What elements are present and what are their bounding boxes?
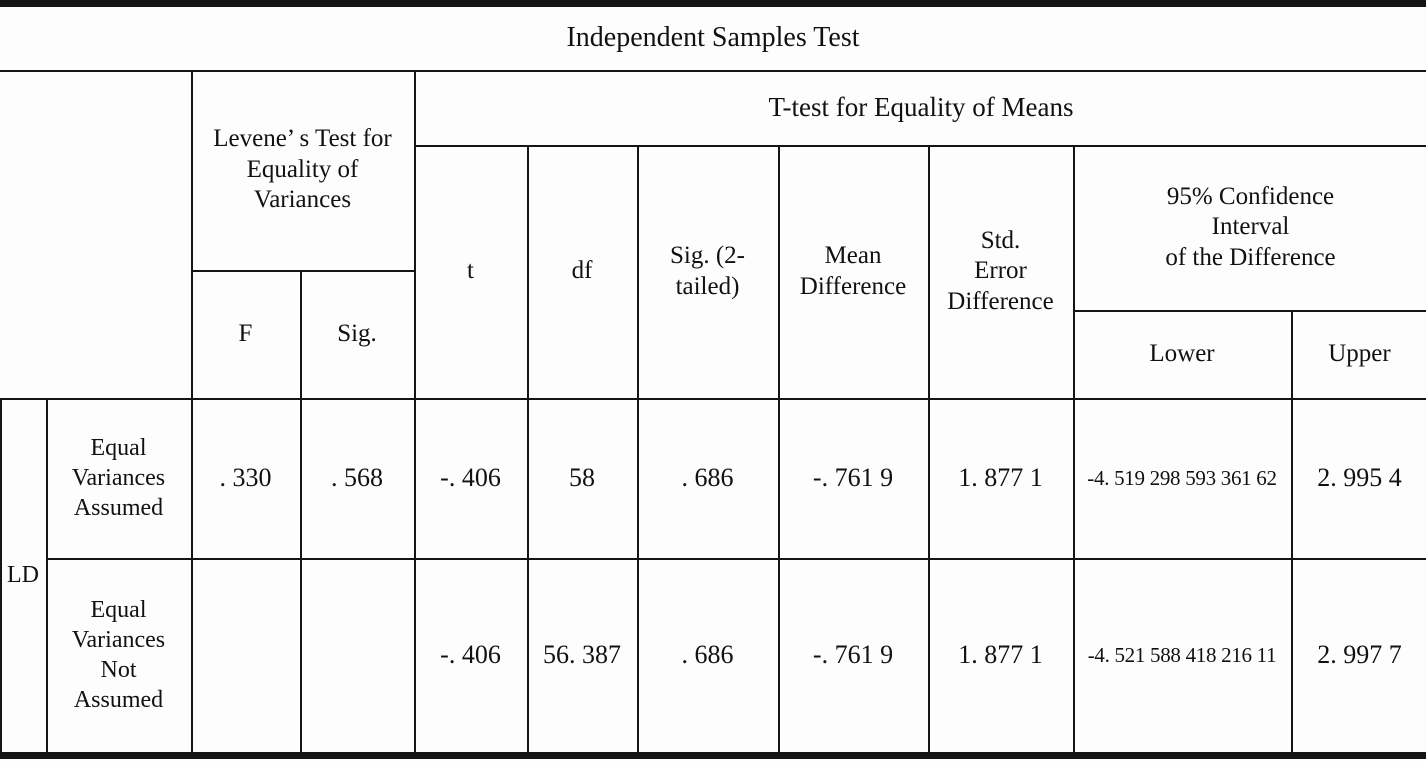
row2-f [193, 560, 298, 750]
rule-row-divider [46, 558, 1426, 560]
row1-upper: 2. 995 4 [1317, 463, 1402, 493]
row1-mean-difference: -. 761 9 [812, 463, 894, 493]
row2-std-error-difference: 1. 877 1 [958, 640, 1043, 670]
row2-mean-difference: -. 761 9 [812, 640, 894, 670]
row1-f: . 330 [219, 463, 272, 493]
header-df: df [571, 257, 593, 285]
rule-sig2-mean-divider [778, 145, 780, 752]
header-upper: Upper [1328, 339, 1391, 367]
row2-label: Equal Variances Not Assumed [71, 597, 166, 713]
row1-sig: . 568 [331, 463, 383, 493]
row2-upper: 2. 997 7 [1317, 640, 1402, 670]
header-ttest-means: T-test for Equality of Means [768, 92, 1074, 123]
rule-lower-upper-divider [1291, 310, 1293, 752]
rule-f-sig-divider [300, 270, 302, 752]
rule-top-thick [0, 0, 1426, 7]
rule-below-levene [191, 270, 414, 272]
rule-stderr-ci-divider [1073, 145, 1075, 752]
row1-t: -. 406 [440, 463, 501, 493]
rule-mean-stderr-divider [928, 145, 930, 752]
header-levene-test: Levene’ s Test for Equality of Variances [213, 125, 392, 214]
rule-t-df-divider [527, 145, 529, 752]
row2-sig-2tailed: . 686 [681, 640, 734, 670]
header-std-error-difference: Std. Error Difference [947, 226, 1054, 315]
header-t: t [467, 257, 474, 285]
row1-label: Equal Variances Assumed [71, 435, 166, 521]
rule-bottom-thick [0, 752, 1426, 759]
row2-lower: -4. 521 588 418 216 11 [1087, 642, 1277, 667]
row-group-label: LD [7, 562, 39, 588]
rule-df-sig2-divider [637, 145, 639, 752]
rule-below-ci95 [1073, 310, 1426, 312]
header-ci95: 95% Confidence Interval of the Differenc… [1165, 182, 1336, 271]
rule-stub-right [191, 70, 193, 752]
row1-std-error-difference: 1. 877 1 [958, 463, 1043, 493]
header-f: F [238, 319, 253, 347]
row1-sig-2tailed: . 686 [681, 463, 734, 493]
rule-levene-ttest-divider [414, 70, 416, 752]
row2-t: -. 406 [440, 640, 501, 670]
rule-group-divider [46, 398, 48, 752]
row2-sig [302, 560, 412, 750]
row2-df: 56. 387 [543, 640, 621, 670]
rule-left-border [0, 398, 2, 752]
row1-df: 58 [569, 463, 595, 493]
header-mean-difference: Mean Difference [799, 242, 907, 300]
table-title: Independent Samples Test [566, 22, 860, 54]
header-sig-2tailed: Sig. (2- tailed) [670, 242, 745, 300]
header-lower: Lower [1149, 339, 1215, 367]
header-sig: Sig. [337, 319, 377, 347]
rule-below-title [0, 70, 1426, 72]
row1-lower: -4. 519 298 593 361 62 [1087, 465, 1277, 490]
rule-below-ttest [414, 145, 1426, 147]
rule-header-bottom [0, 398, 1426, 400]
